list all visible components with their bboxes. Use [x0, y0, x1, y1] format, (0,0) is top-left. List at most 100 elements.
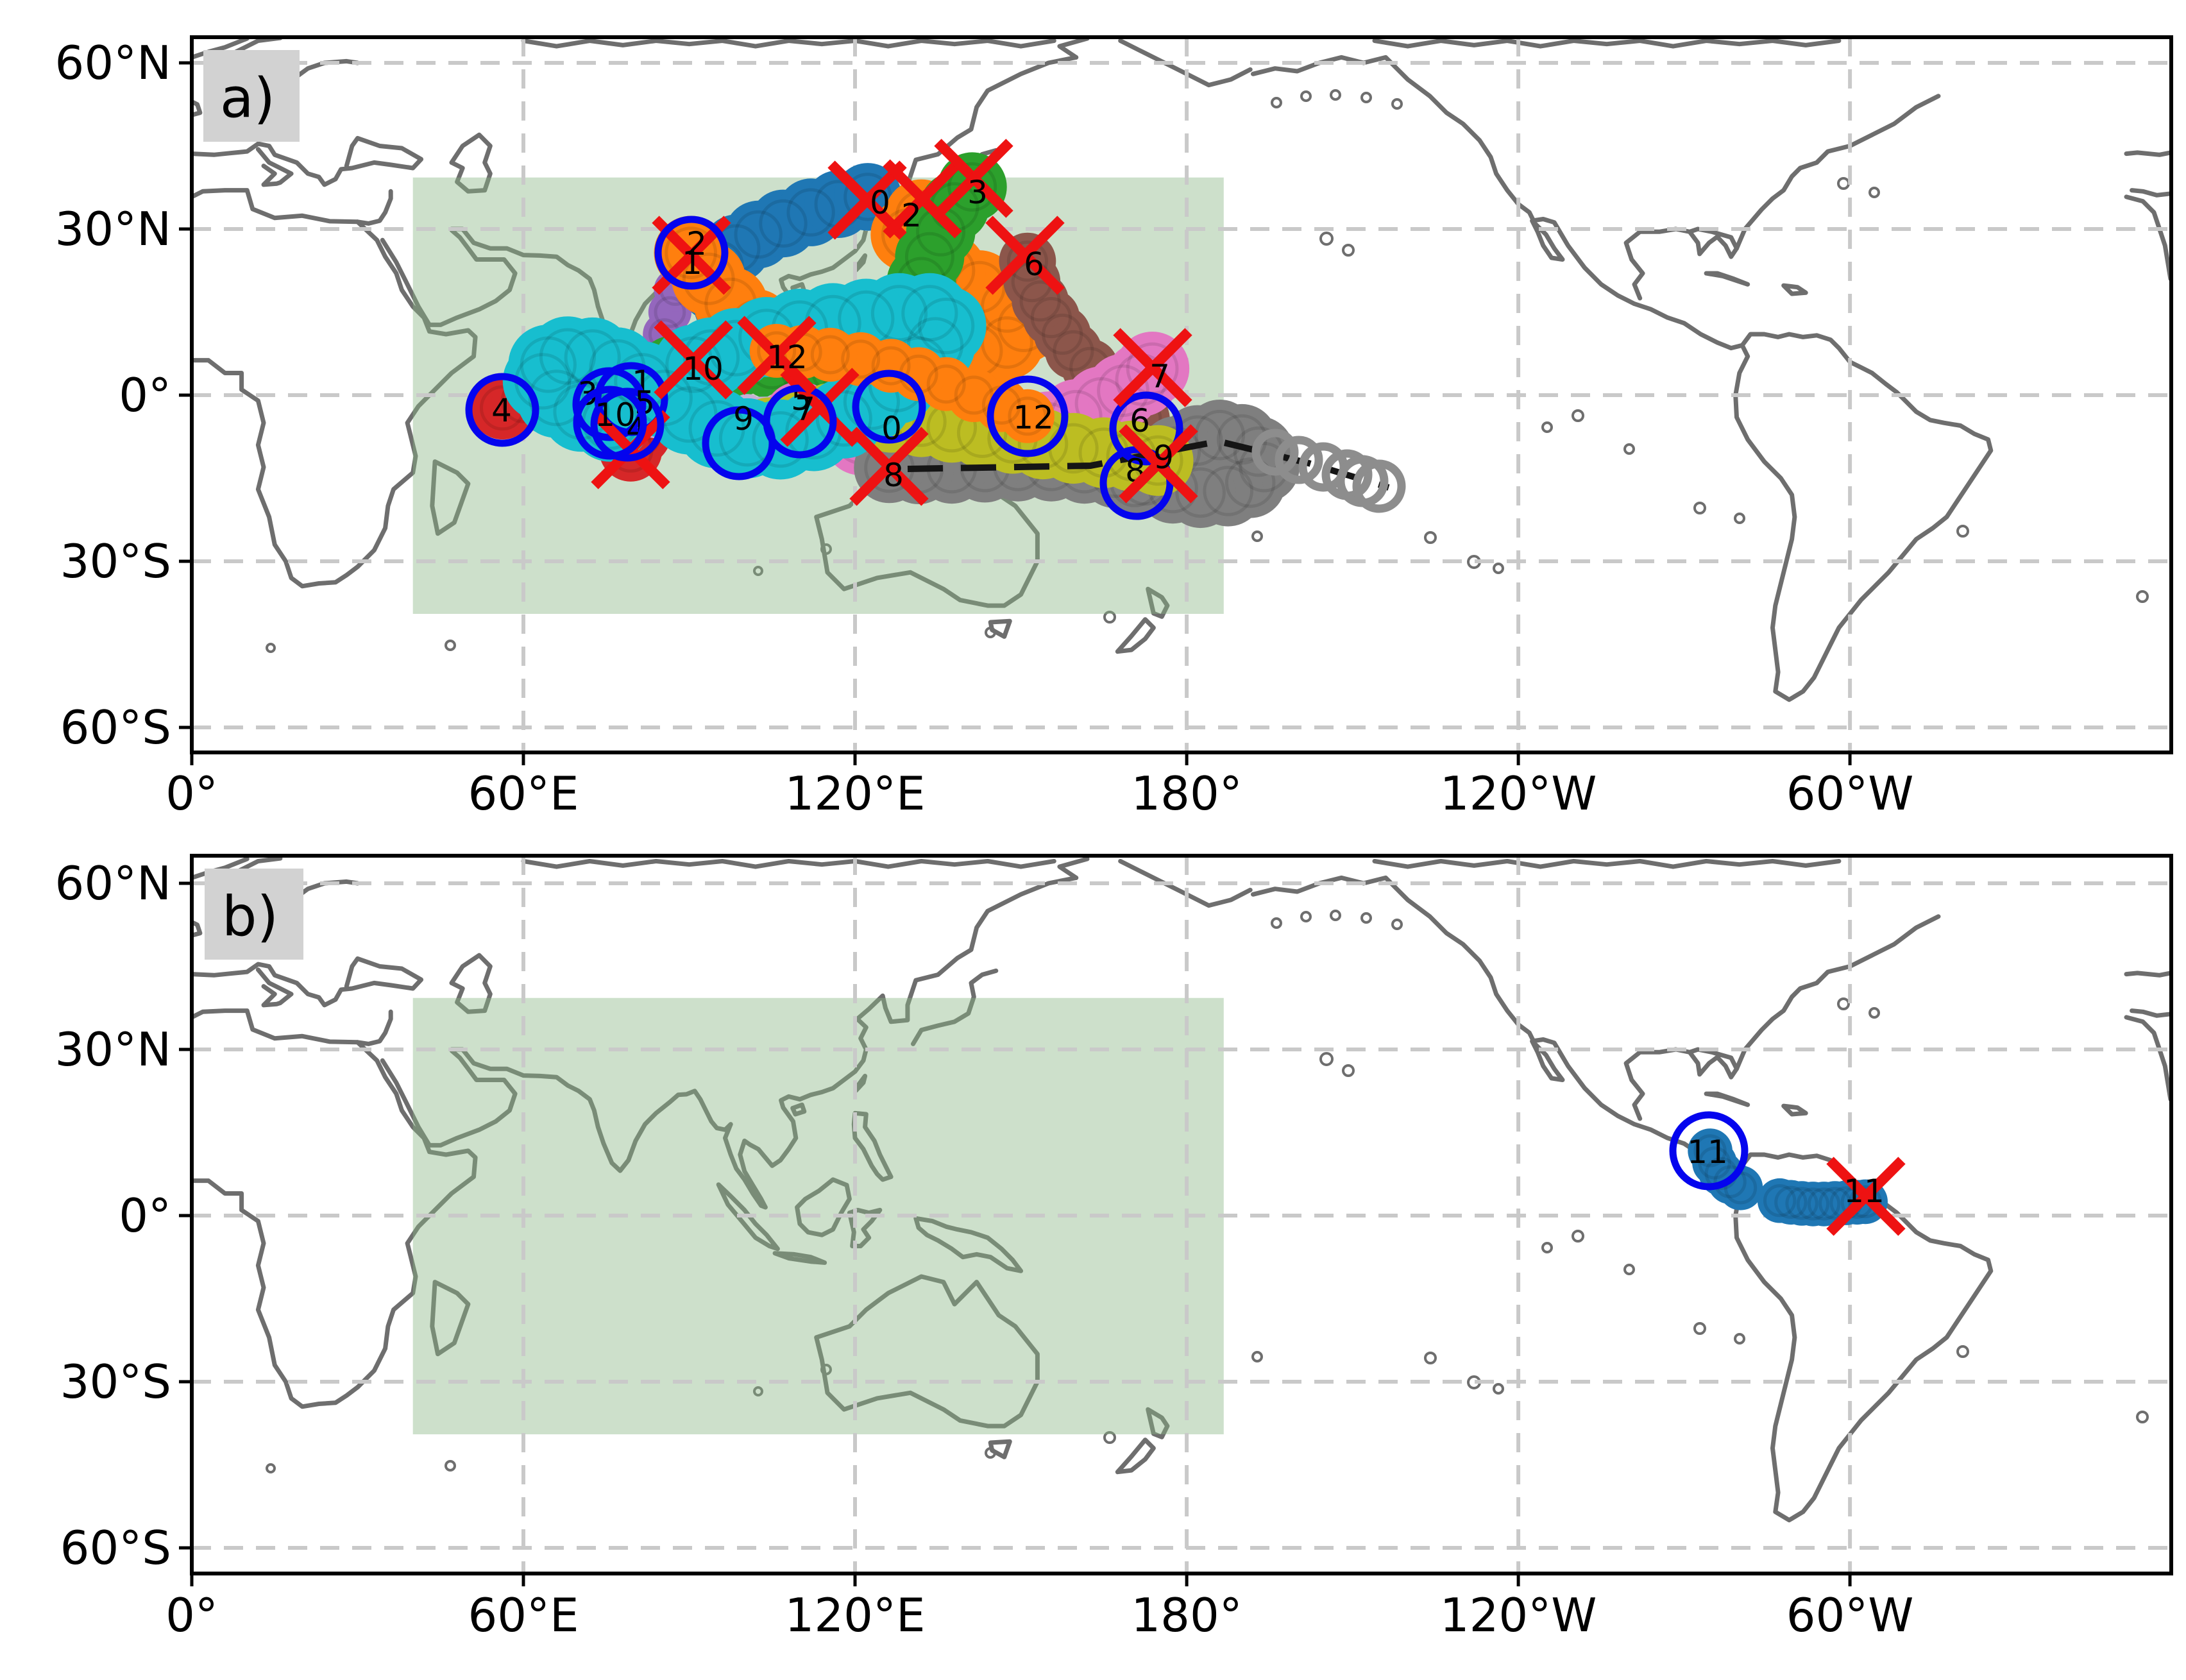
genesis-circle-3: [572, 367, 647, 441]
storm-marker-ring: [1019, 280, 1061, 322]
storm-marker-ring: [918, 298, 975, 355]
ytick-label-b-3: 30°S: [60, 1355, 171, 1409]
track-0-end-label: 0: [870, 184, 890, 221]
storm-marker-ring: [539, 328, 597, 385]
genesis-circle-12: [987, 375, 1069, 457]
end-cross-2: [883, 159, 962, 239]
storm-marker-ring: [1849, 1185, 1882, 1219]
gray-ring-marker: [1275, 436, 1323, 484]
map-panel-b: 11 11 60°N 30°N 0° 30°S 60°S 0° 60°E 120°E 180° 120…: [55, 854, 2173, 1642]
storm-marker-ring: [636, 369, 693, 427]
track-9-end-label: 9: [1153, 439, 1174, 476]
storm-marker-ring: [786, 188, 835, 237]
xtick-label-a-2: 120°E: [785, 767, 926, 820]
storm-marker-ring: [1818, 1187, 1852, 1220]
storm-marker-ring: [926, 364, 966, 404]
panel-label-a: a): [220, 67, 275, 131]
storm-marker-ring: [654, 296, 686, 328]
genesis-circle-2: [654, 216, 729, 290]
genesis-circle-0: [852, 369, 926, 444]
panel-label-box-a: [203, 50, 300, 142]
track-8-end-label: 8: [883, 457, 904, 494]
storm-marker-ring: [752, 411, 809, 468]
ytick-label-b-1: 30°N: [55, 1022, 171, 1076]
track-11-end-label: 11: [1843, 1173, 1885, 1210]
storm-marker-ring: [1698, 1146, 1731, 1180]
panel-label-b: b): [222, 885, 278, 949]
track-2-end-label: 2: [901, 197, 922, 234]
track-0-genesis-label: 0: [881, 410, 902, 447]
storm-marker-ring: [734, 210, 783, 259]
track-9-genesis-label: 9: [733, 400, 754, 437]
storm-marker-ring: [1097, 364, 1149, 417]
storm-marker-ring: [947, 162, 997, 212]
storm-marker-ring: [1175, 467, 1226, 518]
storm-marker-ring: [682, 252, 735, 305]
storm-marker-ring: [1030, 297, 1072, 339]
end-cross-5: [780, 368, 860, 447]
panel-label-box-b: [205, 869, 303, 960]
ytick-label-a-2: 0°: [119, 368, 171, 422]
track-11-genesis-label: 11: [1687, 1133, 1728, 1171]
end-cross-8: [849, 427, 929, 506]
storm-marker-ring: [901, 285, 958, 342]
end-cross-3: [934, 139, 1013, 218]
track-11: [1688, 1128, 1888, 1226]
genesis-circle-11: [1669, 1111, 1749, 1191]
track-3-end-label: 3: [967, 174, 988, 211]
track-10-end-label: 10: [682, 350, 724, 387]
gray-ring-marker: [1352, 459, 1406, 513]
storm-marker-ring: [871, 346, 911, 386]
genesis-circle-9: [702, 406, 776, 480]
ytick-label-b-2: 0°: [119, 1189, 171, 1243]
storm-marker-ring: [1042, 313, 1083, 355]
storm-marker-ring: [1194, 409, 1246, 461]
storm-marker-ring: [665, 336, 722, 393]
storm-marker-ring: [520, 336, 577, 393]
storm-marker-ring: [1203, 466, 1253, 516]
storm-marker-ring: [870, 285, 928, 342]
xtick-label-b-0: 0°: [165, 1588, 218, 1642]
storm-marker-ring: [1713, 1165, 1747, 1199]
storm-marker-ring: [1693, 1134, 1727, 1167]
end-cross-6: [985, 216, 1065, 295]
ytick-label-b-0: 60°N: [55, 856, 171, 910]
reference-dashed-line: [907, 437, 1390, 491]
end-cross-11: [1826, 1157, 1906, 1236]
ytick-label-a-4: 60°S: [60, 700, 171, 754]
track-6-end-label: 6: [1024, 246, 1044, 283]
xtick-label-b-1: 60°E: [468, 1588, 579, 1642]
end-cross-7: [1113, 328, 1192, 407]
storm-marker-ring: [954, 375, 994, 415]
end-cross-10: [654, 320, 733, 400]
genesis-circle-10: [573, 386, 647, 460]
storm-marker-ring: [1006, 241, 1049, 282]
axis-ticks: [179, 61, 1852, 765]
storm-marker-ring: [1008, 396, 1047, 436]
ytick-label-a-1: 30°N: [55, 202, 171, 256]
storm-marker-ring: [1807, 1187, 1841, 1221]
xtick-label-a-1: 60°E: [468, 767, 579, 820]
xtick-label-b-5: 60°W: [1786, 1588, 1914, 1642]
xtick-label-b-4: 120°W: [1440, 1588, 1597, 1642]
gray-ring-marker: [1251, 428, 1299, 476]
ytick-label-a-3: 30°S: [60, 534, 171, 588]
genesis-circle-4: [465, 373, 539, 447]
genesis-circle-8: [1099, 446, 1174, 520]
storm-marker-ring: [688, 400, 745, 457]
track-1-end-label: 1: [682, 244, 702, 282]
xtick-label-a-5: 60°W: [1786, 767, 1914, 820]
storm-marker-ring: [841, 339, 881, 379]
ytick-label-a-0: 60°N: [55, 36, 171, 90]
storm-marker-ring: [757, 331, 797, 371]
ytick-label-b-4: 60°S: [60, 1521, 171, 1575]
storm-marker-ring: [665, 226, 717, 280]
xtick-label-a-0: 0°: [165, 767, 218, 820]
storm-marker-ring: [1224, 457, 1276, 508]
storm-marker-ring: [564, 329, 621, 386]
storm-marker-ring: [1053, 330, 1094, 372]
storm-marker-ring: [1796, 1187, 1830, 1221]
